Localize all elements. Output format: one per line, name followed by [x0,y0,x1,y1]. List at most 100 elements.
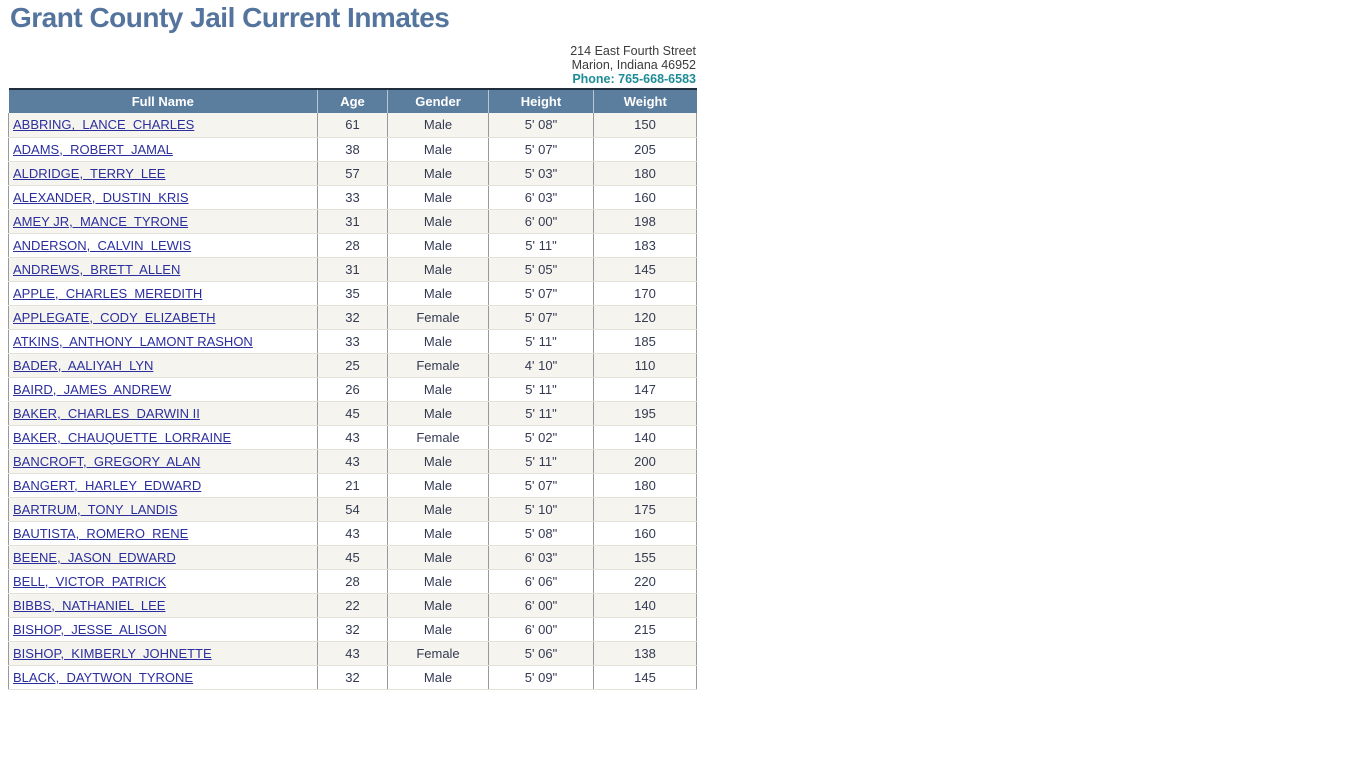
cell-weight: 140 [593,593,697,618]
cell-gender: Male [387,161,489,186]
table-row: ABBRING, LANCE CHARLES 61 Male 5' 08" 15… [8,113,697,138]
cell-weight: 145 [593,665,697,690]
cell-height: 6' 00" [488,593,594,618]
cell-age: 33 [317,329,388,354]
inmate-link[interactable]: BANCROFT, GREGORY ALAN [13,453,201,469]
cell-height: 5' 10" [488,497,594,522]
page-title: Grant County Jail Current Inmates [10,2,450,33]
inmate-link[interactable]: ANDERSON, CALVIN LEWIS [13,237,192,253]
inmate-link[interactable]: ALDRIDGE, TERRY LEE [13,165,166,181]
cell-age: 43 [317,425,388,450]
inmate-link[interactable]: APPLEGATE, CODY ELIZABETH [13,309,216,325]
table-row: APPLEGATE, CODY ELIZABETH 32 Female 5' 0… [8,305,697,330]
cell-weight: 185 [593,329,697,354]
cell-gender: Male [387,617,489,642]
cell-weight: 145 [593,257,697,282]
cell-weight: 110 [593,353,697,378]
inmate-link[interactable]: BAKER, CHARLES DARWIN II [13,405,200,421]
cell-height: 6' 00" [488,617,594,642]
cell-full-name: ANDREWS, BRETT ALLEN [8,257,318,282]
cell-full-name: APPLEGATE, CODY ELIZABETH [8,305,318,330]
inmate-link[interactable]: BANGERT, HARLEY EDWARD [13,477,202,493]
cell-gender: Male [387,233,489,258]
cell-age: 38 [317,137,388,162]
cell-height: 6' 06" [488,569,594,594]
table-row: BISHOP, KIMBERLY JOHNETTE 43 Female 5' 0… [8,641,697,666]
cell-full-name: BELL, VICTOR PATRICK [8,569,318,594]
cell-height: 5' 09" [488,665,594,690]
cell-height: 6' 03" [488,545,594,570]
cell-gender: Male [387,257,489,282]
table-row: BANGERT, HARLEY EDWARD 21 Male 5' 07" 18… [8,473,697,498]
inmate-link[interactable]: BAUTISTA, ROMERO RENE [13,525,189,541]
inmate-link[interactable]: BISHOP, KIMBERLY JOHNETTE [13,645,212,661]
cell-gender: Male [387,377,489,402]
cell-height: 5' 02" [488,425,594,450]
inmate-link[interactable]: ATKINS, ANTHONY LAMONT RASHON [13,333,253,349]
table-row: APPLE, CHARLES MEREDITH 35 Male 5' 07" 1… [8,281,697,306]
cell-age: 32 [317,305,388,330]
cell-full-name: AMEY JR, MANCE TYRONE [8,209,318,234]
cell-height: 5' 11" [488,377,594,402]
cell-weight: 175 [593,497,697,522]
cell-full-name: BAIRD, JAMES ANDREW [8,377,318,402]
inmate-link[interactable]: APPLE, CHARLES MEREDITH [13,285,203,301]
cell-full-name: BAUTISTA, ROMERO RENE [8,521,318,546]
column-header-gender: Gender [387,89,489,113]
inmate-link[interactable]: BARTRUM, TONY LANDIS [13,501,178,517]
cell-weight: 200 [593,449,697,474]
cell-full-name: BLACK, DAYTWON TYRONE [8,665,318,690]
inmate-link[interactable]: BELL, VICTOR PATRICK [13,573,167,589]
cell-full-name: BANCROFT, GREGORY ALAN [8,449,318,474]
table-row: BAUTISTA, ROMERO RENE 43 Male 5' 08" 160 [8,521,697,546]
cell-height: 4' 10" [488,353,594,378]
cell-weight: 155 [593,545,697,570]
inmate-link[interactable]: BAIRD, JAMES ANDREW [13,381,172,397]
inmate-link[interactable]: ADAMS, ROBERT JAMAL [13,141,173,157]
facility-address-block: 214 East Fourth Street Marion, Indiana 4… [8,44,696,86]
cell-full-name: BANGERT, HARLEY EDWARD [8,473,318,498]
cell-age: 35 [317,281,388,306]
cell-gender: Female [387,425,489,450]
cell-gender: Male [387,185,489,210]
cell-age: 31 [317,209,388,234]
cell-gender: Male [387,497,489,522]
cell-height: 6' 00" [488,209,594,234]
cell-age: 61 [317,113,388,138]
inmate-link[interactable]: AMEY JR, MANCE TYRONE [13,213,189,229]
cell-gender: Female [387,641,489,666]
cell-weight: 147 [593,377,697,402]
inmate-link[interactable]: ALEXANDER, DUSTIN KRIS [13,189,189,205]
table-row: BAKER, CHAUQUETTE LORRAINE 43 Female 5' … [8,425,697,450]
inmate-link[interactable]: BADER, AALIYAH LYN [13,357,154,373]
cell-age: 28 [317,233,388,258]
cell-height: 5' 03" [488,161,594,186]
cell-weight: 180 [593,161,697,186]
table-row: BAKER, CHARLES DARWIN II 45 Male 5' 11" … [8,401,697,426]
cell-weight: 180 [593,473,697,498]
cell-full-name: ATKINS, ANTHONY LAMONT RASHON [8,329,318,354]
cell-weight: 215 [593,617,697,642]
column-header-full-name: Full Name [8,89,318,113]
inmate-table-header: Full Name Age Gender Height Weight [8,89,697,113]
cell-weight: 205 [593,137,697,162]
cell-height: 5' 07" [488,137,594,162]
cell-gender: Male [387,593,489,618]
cell-age: 26 [317,377,388,402]
cell-gender: Male [387,401,489,426]
cell-age: 32 [317,617,388,642]
table-row: ANDERSON, CALVIN LEWIS 28 Male 5' 11" 18… [8,233,697,258]
table-row: BISHOP, JESSE ALISON 32 Male 6' 00" 215 [8,617,697,642]
inmate-link[interactable]: BIBBS, NATHANIEL LEE [13,597,166,613]
inmate-link[interactable]: BISHOP, JESSE ALISON [13,621,167,637]
inmate-link[interactable]: BEENE, JASON EDWARD [13,549,176,565]
inmate-link[interactable]: ANDREWS, BRETT ALLEN [13,261,181,277]
inmate-link[interactable]: BLACK, DAYTWON TYRONE [13,669,194,685]
inmate-table: Full Name Age Gender Height Weight ABBRI… [8,88,697,690]
cell-full-name: BIBBS, NATHANIEL LEE [8,593,318,618]
inmate-link[interactable]: BAKER, CHAUQUETTE LORRAINE [13,429,232,445]
inmate-link[interactable]: ABBRING, LANCE CHARLES [13,117,195,133]
column-header-height: Height [488,89,594,113]
cell-height: 5' 08" [488,113,594,138]
